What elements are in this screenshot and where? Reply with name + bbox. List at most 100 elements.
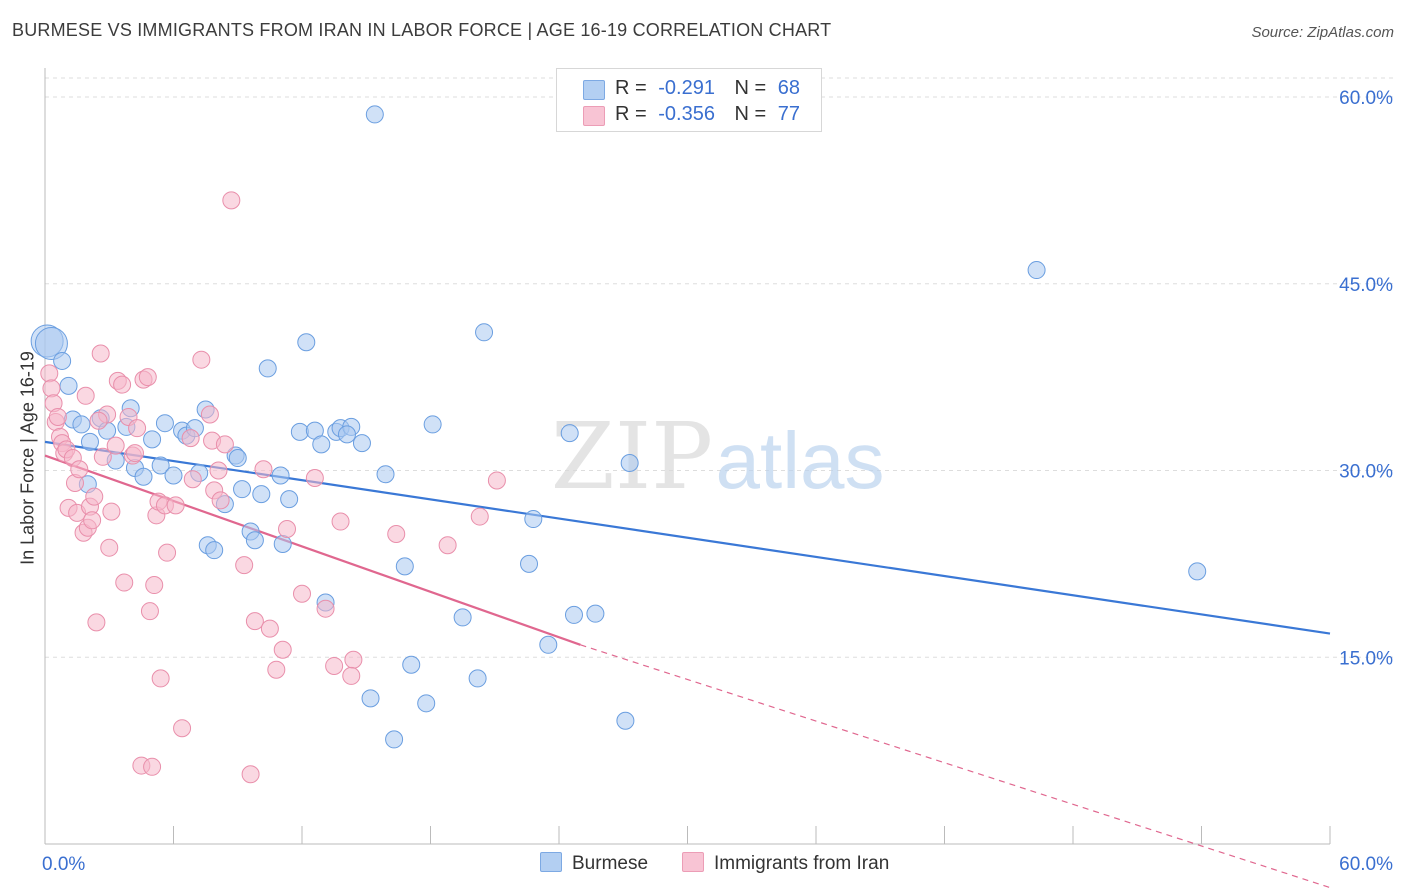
y-tick-label: 60.0% [1339,88,1393,109]
burmese-point [53,351,72,370]
x-tick-label: 0.0% [42,854,85,875]
data-points [30,105,1207,784]
burmese-point [524,510,543,529]
burmese-point [72,415,91,434]
iran-point [125,444,144,463]
iran-point [166,496,185,515]
burmese-point [143,430,162,449]
iran-point [91,344,110,363]
burmese-point [586,604,605,623]
iran-point [241,765,260,784]
burmese-point [151,456,170,475]
iran-point [235,556,254,575]
iran-point [158,543,177,562]
iran-point [151,669,170,688]
burmese-point [252,485,271,504]
burmese-point [417,694,436,713]
burmese-point [564,605,583,624]
iran-point [76,386,95,405]
iran-point [209,461,228,480]
burmese-point [34,327,68,361]
y-axis-label: In Labor Force | Age 16-19 [17,351,38,565]
burmese-point [365,105,384,124]
iran-point [138,368,157,387]
iran-point [215,435,234,454]
iran-point [100,538,119,557]
iran-point [85,487,104,506]
iran-point [83,511,102,530]
burmese-point [1027,261,1046,280]
burmese-point [233,480,252,499]
burmese-point [423,415,442,434]
burmese-point [245,531,264,550]
burmese-point [205,541,224,560]
iran-point [143,757,162,776]
legend-n-value: 68 [777,77,801,99]
burmese-point [312,435,331,454]
iran-point [470,507,489,526]
iran-point [173,719,192,738]
iran-point [245,612,264,631]
iran-point [145,576,164,595]
burmese-point [134,467,153,486]
iran-point [183,470,202,489]
burmese-point [385,730,404,749]
iran-swatch [682,852,704,872]
burmese-point [290,422,309,441]
burmese-point [155,414,174,433]
iran-point [273,640,292,659]
burmese-point [361,689,380,708]
iran-swatch [583,106,605,126]
iran-trend-line [44,454,581,646]
iran-point [42,379,61,398]
watermark: ZIP atlas [551,403,885,510]
burmese-swatch [583,80,605,100]
iran-point [278,520,297,539]
bottom-legend-burmese: Burmese [540,852,648,875]
legend-n-value: 77 [777,103,801,125]
burmese-point [280,490,299,509]
iran-point [89,411,108,430]
burmese-point [297,333,316,352]
legend-r-label: R = [615,103,647,125]
iran-point [344,650,363,669]
burmese-swatch [540,852,562,872]
iran-point [115,573,134,592]
iran-point [87,613,106,632]
legend-r-value: -0.291 [658,77,715,99]
watermark-atlas: atlas [716,416,885,505]
iran-point [487,471,506,490]
iran-point [305,468,324,487]
iran-point [387,524,406,543]
burmese-point [271,466,290,485]
chart-source: Source: ZipAtlas.com [1251,24,1394,41]
burmese-point [258,359,277,378]
iran-point [192,350,211,369]
legend-r-label: R = [615,77,647,99]
burmese-point [620,454,639,473]
correlation-legend: R = -0.291 N = 68 R = -0.356 N = 77 [556,68,822,132]
burmese-point [80,432,99,451]
iran-point [260,619,279,638]
burmese-point [453,608,472,627]
iran-point [93,447,112,466]
burmese-point [352,434,371,453]
legend-n-label: N = [734,103,767,125]
iran-point [113,375,132,394]
legend-series-name: Burmese [572,853,649,874]
y-tick-label: 15.0% [1339,648,1393,669]
burmese-point [1188,562,1207,581]
iran-point [70,460,89,479]
burmese-point [273,534,292,553]
burmese-point [228,449,247,468]
iran-point [316,599,335,618]
tick-labels: 15.0% 30.0% 45.0% 60.0% 0.0% 60.0% [42,88,1393,875]
burmese-point [539,635,558,654]
legend-n-label: N = [734,77,767,99]
legend-series-name: Immigrants from Iran [714,853,890,874]
iran-point [181,429,200,448]
iran-point [342,666,361,685]
burmese-point [164,466,183,485]
burmese-point [560,424,579,443]
x-tick-label: 60.0% [1339,854,1393,875]
